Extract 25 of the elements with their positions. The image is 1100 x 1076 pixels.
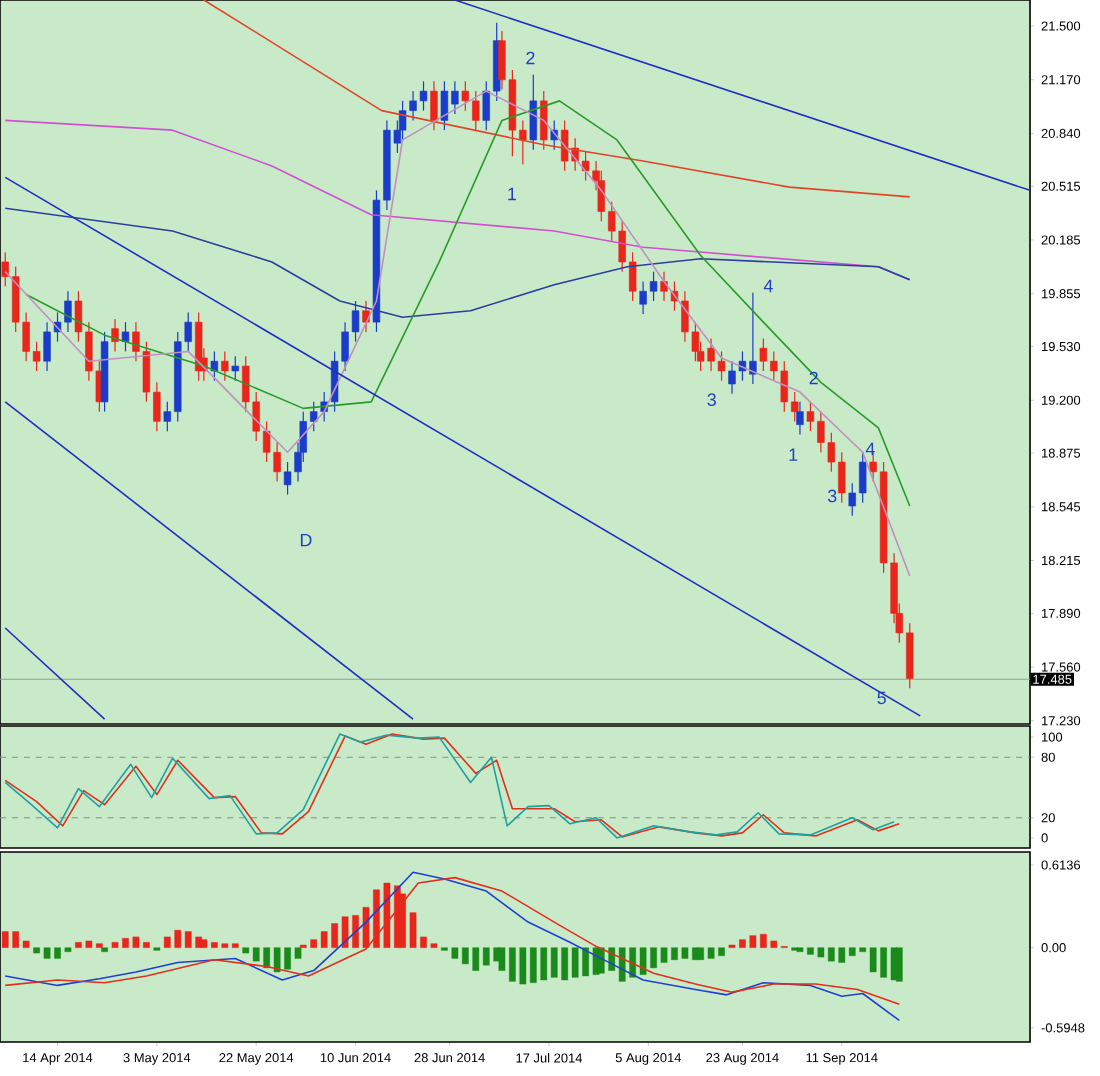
candlestick — [221, 350, 229, 382]
annotation: 4 — [865, 442, 875, 456]
candlestick — [540, 90, 548, 151]
annotation: 3 — [827, 489, 837, 503]
annotation: 2 — [526, 51, 535, 65]
candlestick — [796, 401, 804, 435]
candlestick — [121, 321, 130, 353]
bar — [895, 947, 903, 982]
annotation: D — [300, 533, 312, 547]
candlestick — [430, 80, 438, 131]
line-series — [4, 90, 911, 577]
candlestick — [111, 318, 119, 353]
annotation: 2 — [809, 371, 818, 385]
line-series — [4, 207, 911, 319]
candlestick — [231, 355, 239, 382]
candlestick — [362, 300, 370, 333]
annotation: 1 — [508, 187, 517, 201]
annotation: 5 — [877, 691, 886, 705]
line-series — [203, 0, 911, 198]
line-series — [25, 100, 911, 507]
candlestick — [210, 350, 219, 382]
annotation: 3 — [707, 393, 716, 407]
annotation: 1 — [789, 448, 798, 461]
annotation: 4 — [763, 279, 773, 293]
candlestick — [529, 74, 537, 151]
